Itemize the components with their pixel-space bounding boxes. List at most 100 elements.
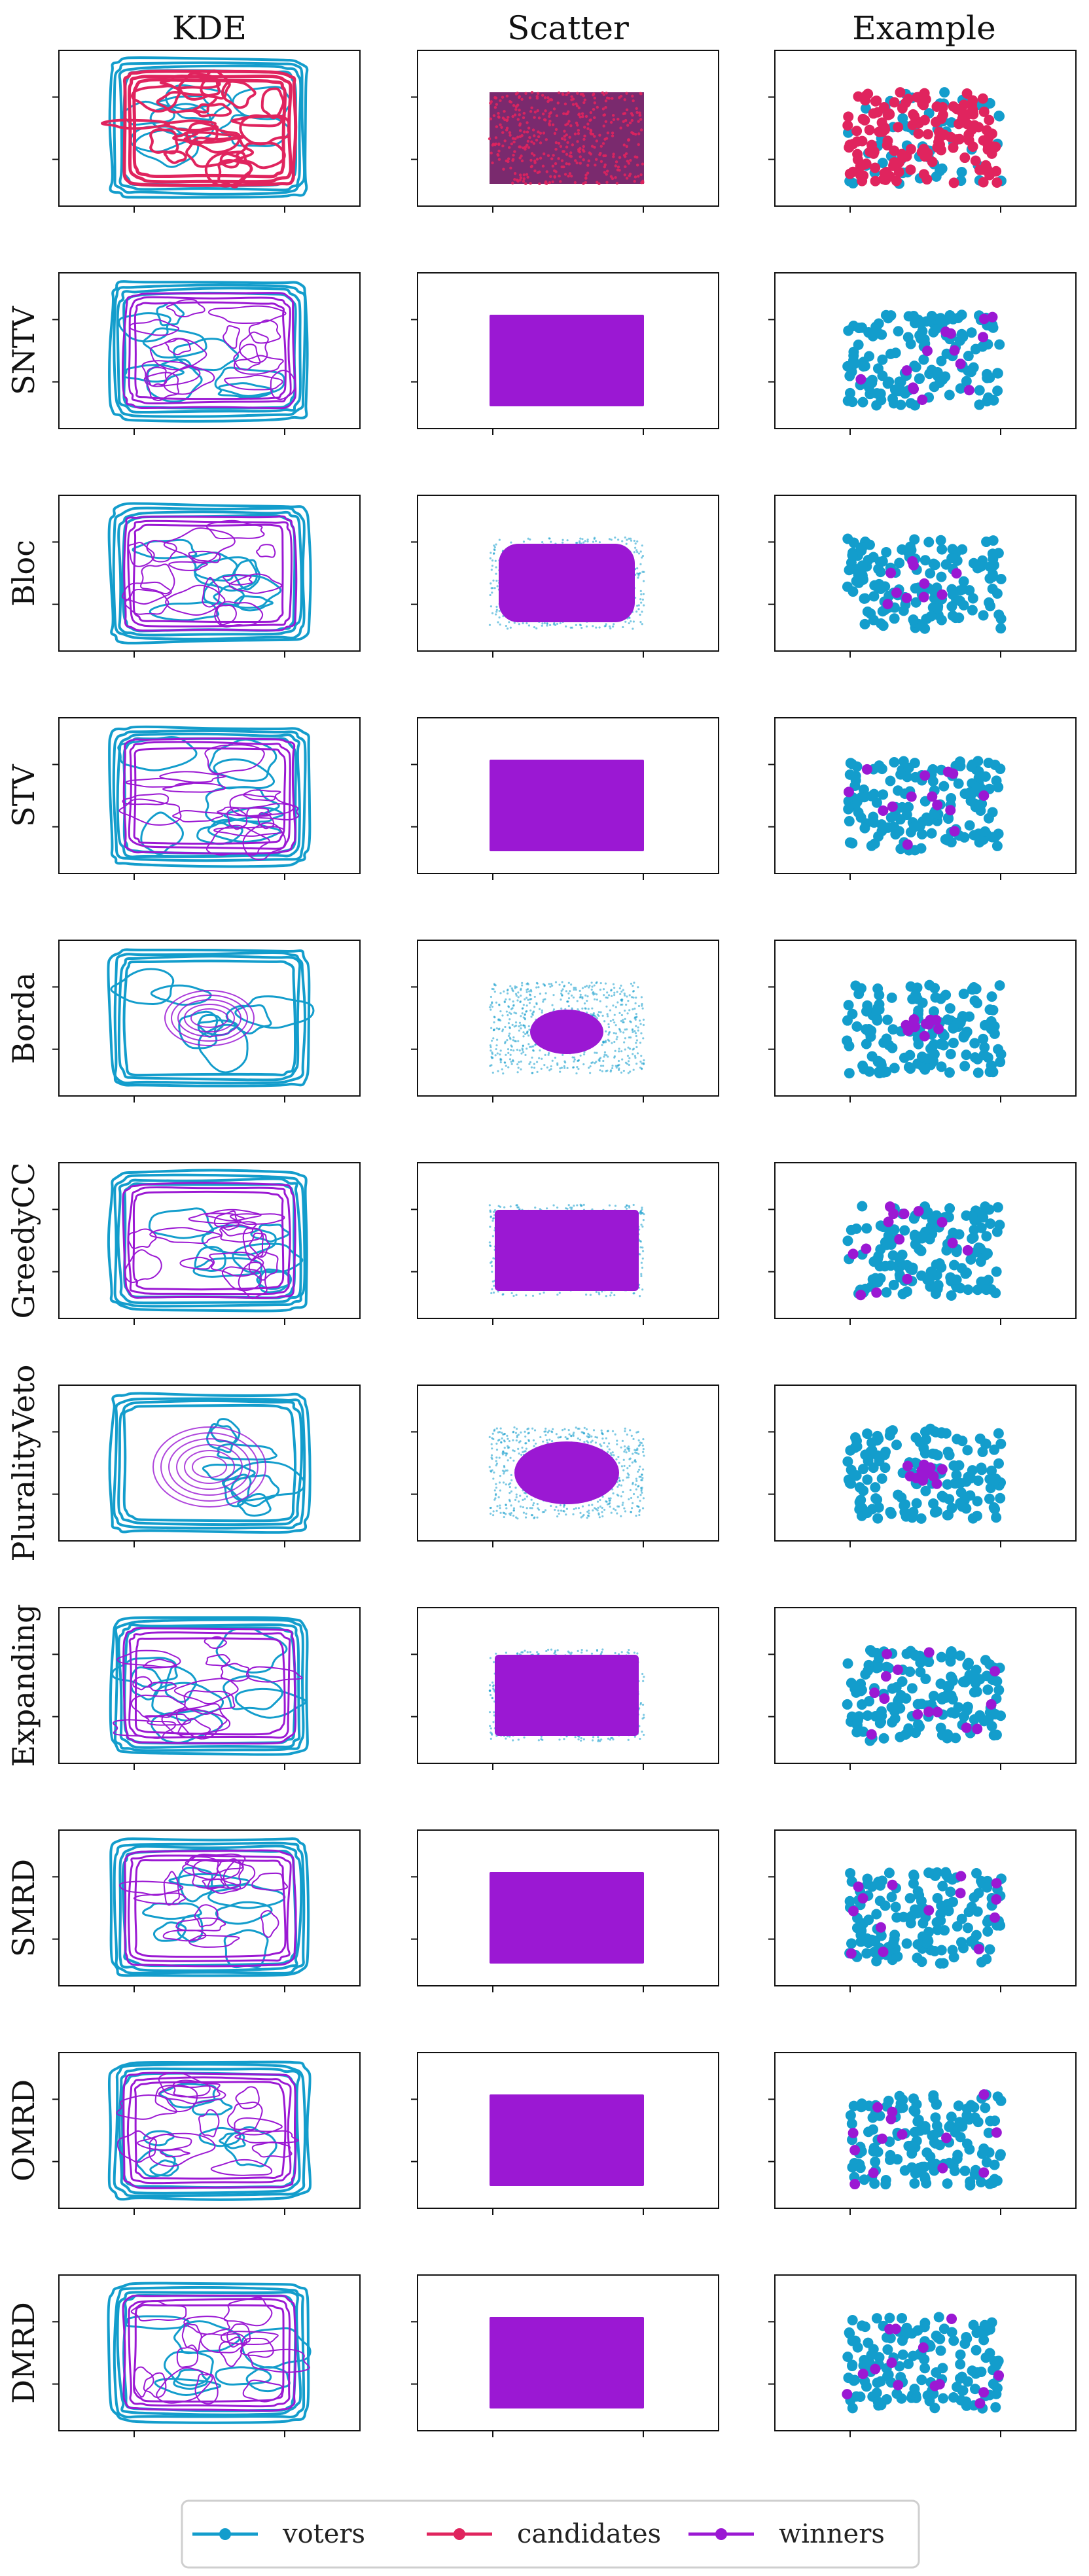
scatter-point-voters-5-538 (566, 1207, 569, 1210)
example-point-candidates-0-124 (948, 142, 959, 153)
scatter-point-voters-6-575 (627, 1476, 630, 1479)
scatter-point-voters-5-196 (576, 1204, 579, 1207)
scatter-point-voters-4-29 (639, 1023, 642, 1025)
example-point-voters-2-29 (967, 593, 978, 604)
example-point-winners-3-10 (978, 790, 990, 801)
scatter-point-voters-4-642 (509, 1026, 511, 1029)
scatter-point-voters-5-69 (641, 1250, 645, 1252)
scatter-point-voters-5-293 (493, 1217, 495, 1220)
scatter-point-voters-6-360 (505, 1483, 507, 1486)
kde-contour-winners-3-0 (122, 737, 296, 855)
scatter-point-voters-4-269 (635, 1016, 637, 1019)
example-point-voters-1-76 (858, 361, 869, 372)
scatter-point-voters-4-249 (504, 1025, 507, 1029)
example-point-voters-2-122 (864, 539, 875, 550)
panel-example-row-6 (768, 1385, 1077, 1547)
scatter-point-voters-4-430 (622, 1069, 625, 1072)
example-point-voters-5-133 (927, 1214, 938, 1226)
scatter-point-candidates-0-283 (581, 148, 585, 152)
panel-kde-row-3 (52, 717, 361, 880)
scatter-point-voters-6-436 (531, 1514, 534, 1517)
scatter-point-voters-4-72 (563, 1065, 565, 1068)
scatter-point-voters-7-98 (488, 1711, 491, 1714)
scatter-point-voters-6-261 (628, 1473, 630, 1476)
example-point-voters-1-79 (885, 310, 897, 321)
scatter-point-voters-4-63 (611, 1065, 614, 1067)
example-point-voters-4-94 (919, 1064, 931, 1075)
scatter-point-voters-4-319 (581, 1007, 584, 1010)
example-point-voters-6-126 (899, 1500, 910, 1511)
scatter-point-voters-4-86 (490, 1004, 492, 1006)
scatter-point-voters-6-370 (599, 1505, 602, 1508)
scatter-point-voters-4-280 (493, 990, 496, 993)
kde-contour-voters-0-1 (113, 61, 306, 196)
scatter-point-voters-5-565 (639, 1210, 642, 1213)
scatter-point-voters-4-550 (616, 991, 618, 993)
scatter-point-voters-6-341 (626, 1467, 629, 1470)
scatter-point-voters-4-493 (536, 1070, 539, 1073)
kde-blob-winners-0-21 (164, 119, 219, 132)
example-point-voters-4-82 (881, 1033, 892, 1044)
scatter-point-voters-4-354 (628, 994, 631, 997)
scatter-point-voters-2-249 (493, 548, 496, 552)
kde-contour-voters-1-1 (113, 283, 307, 418)
example-point-voters-3-138 (843, 803, 854, 815)
scatter-point-voters-4-361 (610, 989, 613, 991)
kde-contour-winners-4-1 (184, 1004, 235, 1032)
scatter-point-voters-4-651 (572, 1066, 575, 1069)
scatter-point-candidates-0-375 (558, 174, 561, 178)
example-point-winners-5-10 (947, 1237, 958, 1248)
kde-blob-winners-0-6 (200, 69, 231, 100)
scatter-point-candidates-0-67 (639, 173, 643, 177)
scatter-point-voters-6-474 (536, 1503, 539, 1506)
scatter-point-voters-4-401 (618, 987, 621, 990)
example-point-voters-3-118 (973, 756, 984, 767)
example-point-voters-4-130 (935, 1038, 946, 1050)
scatter-point-voters-6-590 (570, 1435, 573, 1438)
example-point-voters-0-46 (993, 110, 1005, 121)
scatter-point-voters-4-447 (623, 992, 626, 995)
scatter-point-voters-4-572 (629, 1020, 632, 1023)
scatter-point-candidates-0-396 (539, 156, 543, 160)
scatter-point-voters-4-586 (549, 985, 552, 988)
example-point-voters-4-98 (874, 1004, 885, 1015)
example-point-voters-3-129 (978, 834, 989, 845)
scatter-point-candidates-0-133 (616, 166, 620, 169)
kde-contour-winners-4-4 (164, 990, 255, 1046)
scatter-point-voters-4-324 (521, 981, 524, 984)
scatter-point-voters-2-272 (556, 622, 559, 625)
scatter-point-candidates-0-337 (557, 141, 561, 145)
kde-blob-winners-2-5 (188, 550, 221, 563)
scatter-point-voters-4-428 (613, 987, 616, 989)
scatter-point-voters-4-437 (613, 1040, 616, 1044)
scatter-point-candidates-0-68 (579, 147, 582, 150)
panel-example-row-0 (768, 50, 1077, 213)
panel-scatter-row-2 (411, 495, 719, 658)
scatter-point-voters-2-562 (639, 613, 641, 616)
scatter-point-candidates-0-364 (612, 118, 616, 122)
scatter-point-candidates-0-394 (641, 181, 645, 185)
scatter-point-candidates-0-298 (522, 146, 525, 150)
row-label-8: SMRD (6, 1859, 41, 1957)
example-point-voters-6-114 (916, 1513, 927, 1524)
scatter-point-candidates-0-341 (527, 126, 531, 130)
example-point-voters-4-52 (889, 1063, 900, 1074)
example-point-winners-4-9 (925, 1014, 936, 1025)
example-point-voters-6-148 (927, 1448, 938, 1459)
scatter-point-voters-4-380 (622, 1031, 625, 1034)
scatter-point-voters-6-256 (525, 1512, 527, 1515)
kde-contour-winners-2-0 (123, 515, 298, 632)
example-point-winners-3-13 (932, 800, 943, 811)
scatter-point-candidates-0-34 (605, 181, 609, 184)
example-point-voters-1-139 (954, 335, 965, 346)
scatter-point-voters-7-185 (489, 1657, 492, 1659)
scatter-point-voters-4-58 (516, 1071, 519, 1074)
scatter-point-candidates-0-95 (637, 175, 640, 178)
scatter-point-voters-6-205 (622, 1469, 625, 1472)
scatter-point-voters-6-671 (587, 1432, 590, 1435)
scatter-point-voters-4-370 (507, 1051, 510, 1055)
scatter-point-candidates-0-114 (543, 152, 546, 156)
scatter-point-candidates-0-162 (554, 147, 558, 151)
scatter-point-voters-4-657 (630, 996, 634, 998)
scatter-point-voters-6-622 (563, 1428, 566, 1430)
